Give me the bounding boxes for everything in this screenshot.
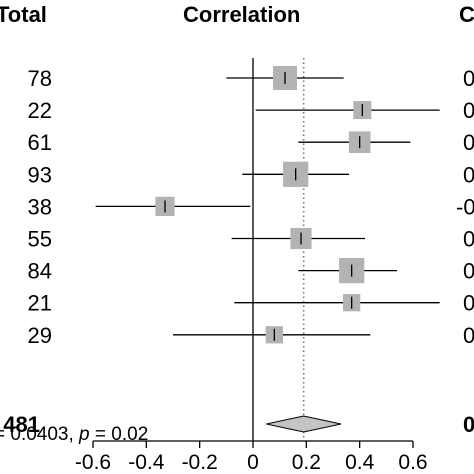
study-right-value: -0 — [456, 194, 474, 219]
heterogeneity-text: = 0.0403, p = 0.02 — [0, 424, 148, 445]
study-total: 84 — [28, 259, 52, 284]
study-right-value: 0 — [463, 259, 474, 284]
study-right-value: 0 — [463, 98, 474, 123]
study-right-value: 0 — [463, 130, 474, 155]
study-row: 78 0 — [28, 66, 474, 91]
study-right-value: 0 — [463, 291, 474, 316]
summary-right-value: 0 — [463, 412, 474, 437]
study-total: 78 — [28, 66, 52, 91]
study-row: 21 0 — [28, 291, 474, 316]
study-total: 21 — [28, 291, 52, 316]
study-right-value: 0 — [463, 323, 474, 348]
summary-total: 481 — [3, 412, 40, 437]
study-row: 93 0 — [28, 161, 474, 187]
x-tick-label: 0.4 — [345, 451, 375, 474]
x-tick-label: -0.4 — [128, 451, 165, 474]
heterogeneity-p-value: = 0.02 — [90, 424, 149, 445]
header-correlation: Correlation — [183, 2, 300, 27]
chart-marks: 78 0 22 0 61 0 93 0 38 -0 55 0 84 0 21 0 29 0 481 0 — [3, 58, 474, 441]
header-total: Total — [0, 2, 47, 27]
heterogeneity-stat: = 0.0403, — [0, 424, 79, 445]
study-right-value: 0 — [463, 66, 474, 91]
study-row: 29 0 — [28, 323, 474, 348]
x-tick-label: -0.6 — [75, 451, 111, 474]
study-total: 22 — [28, 98, 52, 123]
x-tick-label: -0.2 — [182, 451, 218, 474]
study-total: 38 — [28, 194, 52, 219]
study-row: 55 0 — [28, 227, 474, 252]
study-total: 55 — [28, 227, 52, 252]
x-tick-label: 0.2 — [292, 451, 321, 474]
heterogeneity-p-label: p — [78, 424, 90, 445]
study-total: 61 — [28, 130, 52, 155]
study-total: 93 — [28, 162, 52, 187]
study-right-value: 0 — [463, 162, 474, 187]
summary-diamond — [266, 415, 342, 433]
study-row: 22 0 — [28, 98, 474, 123]
study-right-value: 0 — [463, 227, 474, 252]
x-tick-label: 0.6 — [398, 451, 427, 474]
x-axis-ticks: -0.6 -0.4 -0.2 0 0.2 0.4 0.6 — [75, 441, 428, 474]
summary-row: 481 0 — [3, 412, 474, 437]
study-row: 38 -0 — [28, 194, 474, 219]
x-tick-label: 0 — [247, 451, 259, 474]
study-row: 61 0 — [28, 130, 474, 155]
x-axis: -0.6 -0.4 -0.2 0 0.2 0.4 0.6 — [75, 440, 428, 474]
study-row: 84 0 — [28, 258, 474, 284]
study-total: 29 — [28, 323, 52, 348]
header-right-clipped: C — [459, 2, 474, 27]
